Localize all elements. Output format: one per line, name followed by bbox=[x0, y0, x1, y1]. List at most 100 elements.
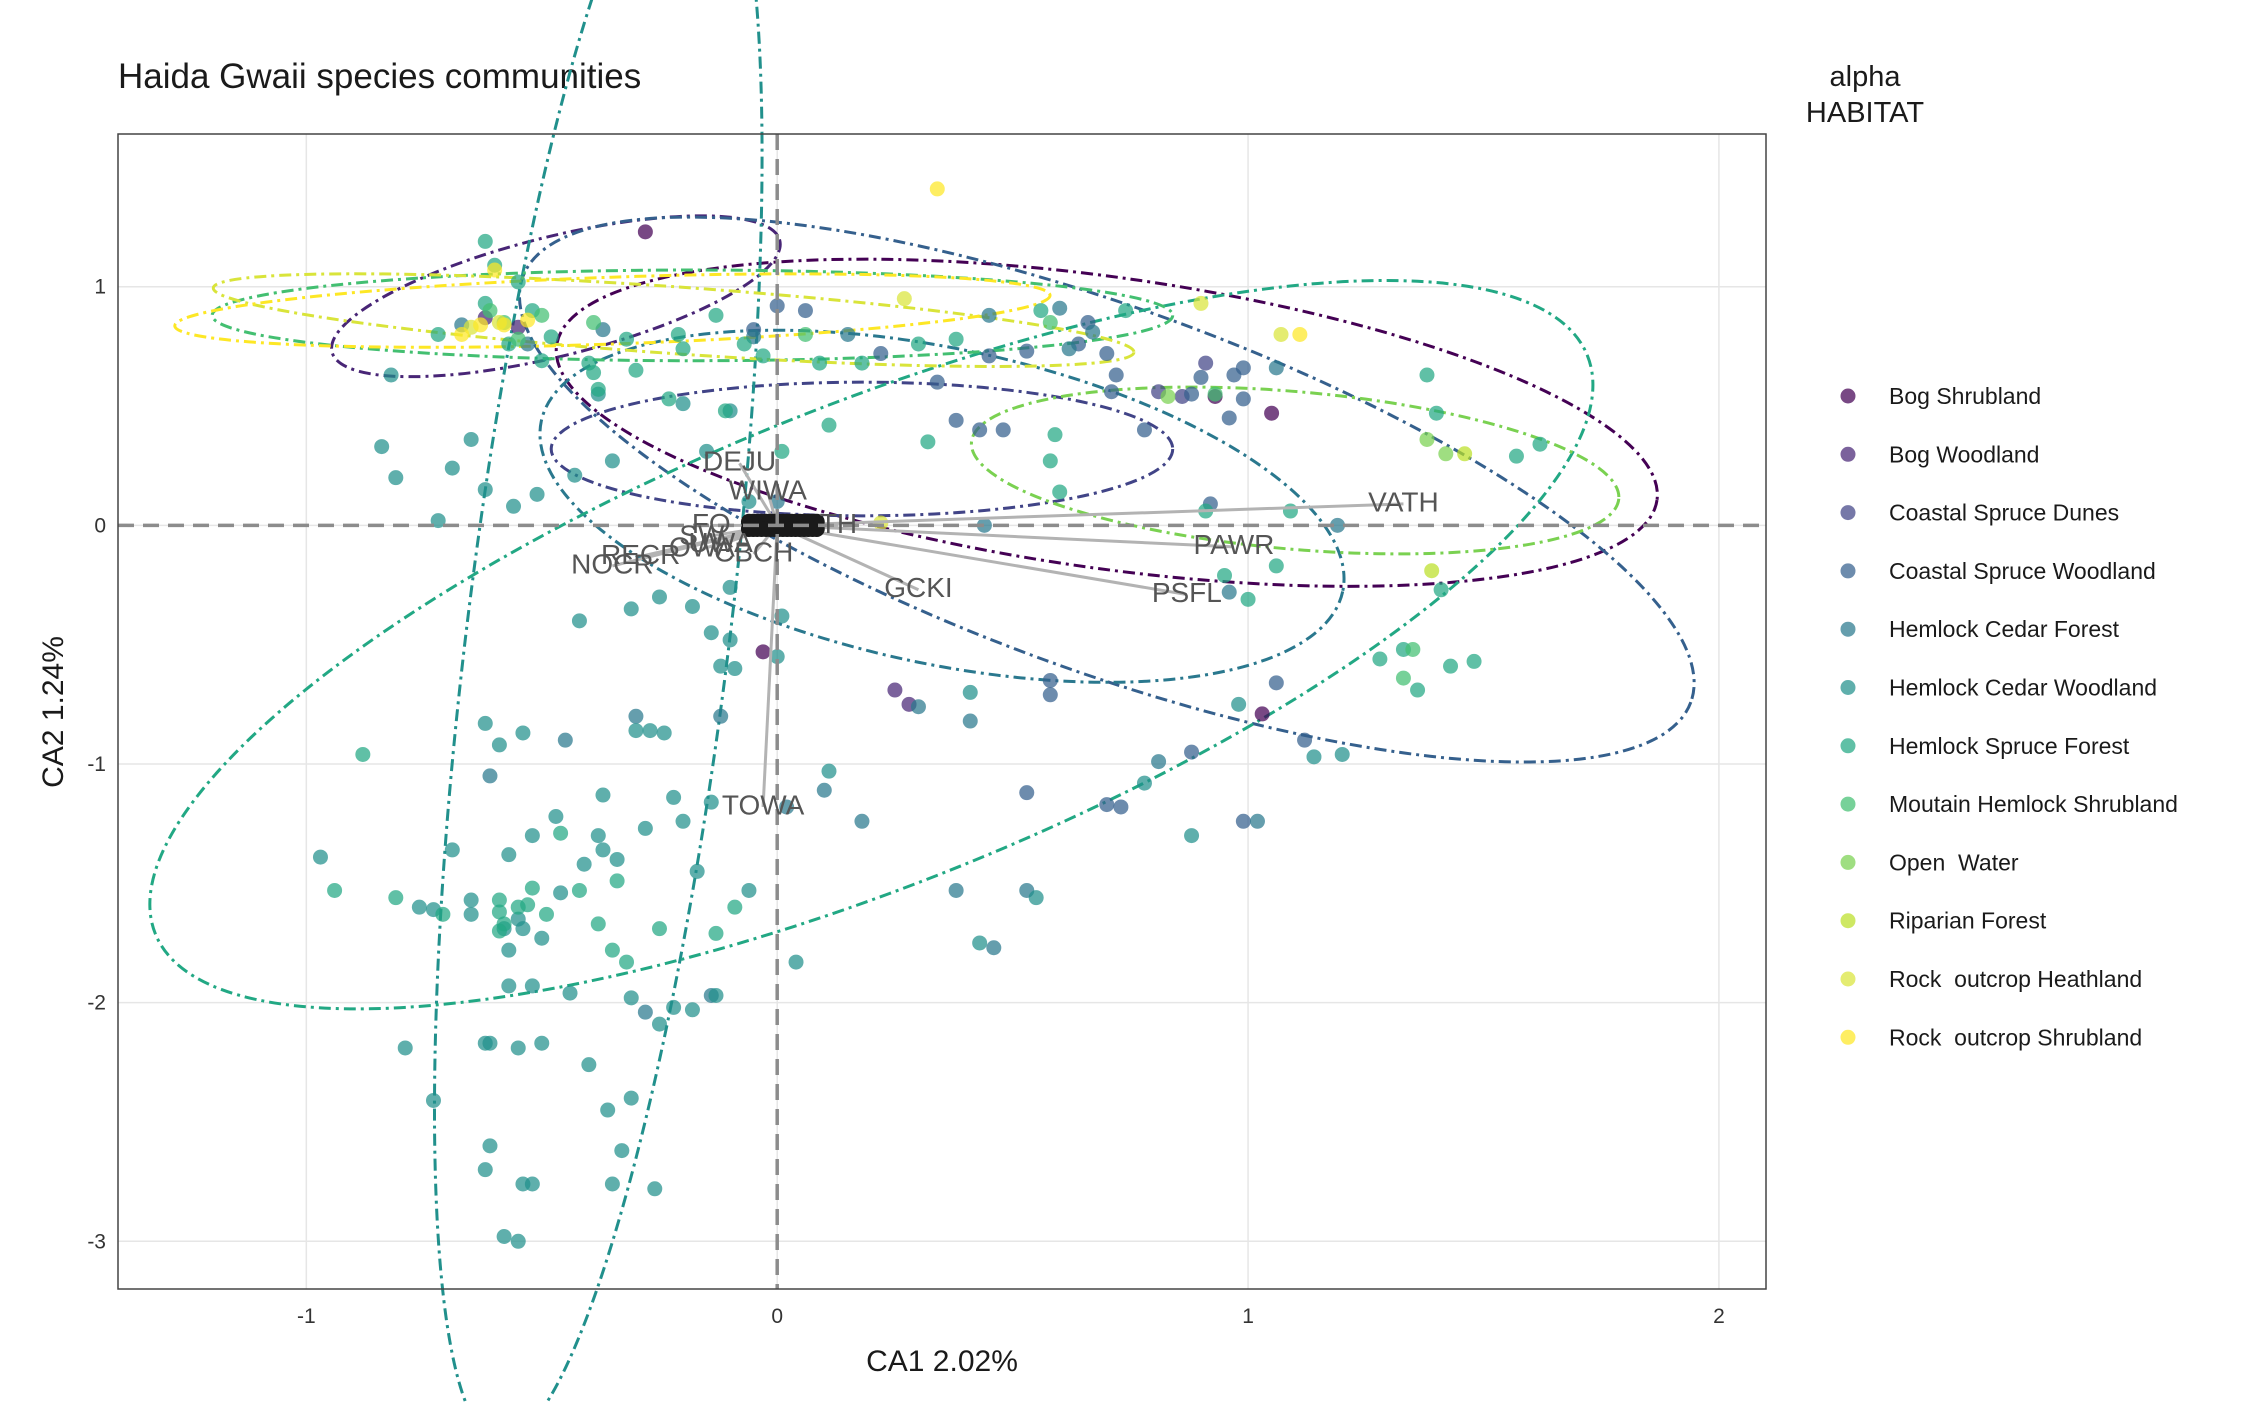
point-hemlock-cedar-forest bbox=[713, 708, 729, 724]
point-hemlock-cedar-forest bbox=[779, 799, 795, 815]
point-hemlock-cedar-forest bbox=[910, 699, 926, 715]
point-hemlock-spruce-forest bbox=[586, 365, 602, 381]
point-hemlock-cedar-woodland bbox=[496, 1229, 512, 1244]
point-hemlock-cedar-woodland bbox=[515, 921, 531, 937]
legend-swatch-bog-woodland bbox=[1840, 446, 1856, 462]
point-hemlock-cedar-forest bbox=[557, 732, 573, 748]
species-label-psfl: PSFL bbox=[1152, 577, 1222, 608]
point-hemlock-spruce-forest bbox=[1052, 484, 1068, 500]
reference-lines bbox=[118, 134, 1766, 1289]
point-hemlock-cedar-woodland bbox=[383, 367, 399, 383]
point-coastal-spruce-woodland bbox=[1099, 346, 1115, 362]
legend-title-habitat: HABITAT bbox=[1806, 97, 1924, 129]
point-hemlock-cedar-woodland bbox=[1334, 746, 1350, 762]
point-hemlock-cedar-woodland bbox=[571, 613, 587, 629]
point-hemlock-cedar-woodland bbox=[722, 579, 738, 595]
point-hemlock-spruce-forest bbox=[534, 353, 550, 369]
point-hemlock-cedar-woodland bbox=[491, 737, 507, 753]
point-hemlock-spruce-forest bbox=[609, 873, 625, 889]
point-coastal-spruce-woodland bbox=[1184, 386, 1200, 402]
point-hemlock-spruce-forest bbox=[1118, 303, 1134, 319]
point-hemlock-cedar-woodland bbox=[590, 828, 606, 844]
point-rock-outcrop-shrubland bbox=[520, 312, 536, 328]
point-hemlock-cedar-woodland bbox=[501, 847, 517, 863]
point-hemlock-cedar-woodland bbox=[741, 494, 757, 509]
legend-swatch-hemlock-cedar-forest bbox=[1840, 621, 1856, 637]
legend-swatch-hemlock-spruce-forest bbox=[1840, 738, 1856, 754]
point-hemlock-spruce-forest bbox=[661, 391, 677, 407]
point-hemlock-spruce-forest bbox=[1217, 567, 1233, 583]
species-label-sw: SW bbox=[679, 520, 725, 551]
species-label-th: TH bbox=[820, 508, 857, 539]
point-hemlock-cedar-woodland bbox=[444, 460, 460, 476]
species-label-pawr: PAWR bbox=[1193, 529, 1274, 560]
point-moutain-hemlock-shrubland bbox=[482, 303, 498, 319]
ellipse-bog-woodland bbox=[330, 214, 782, 379]
point-hemlock-spruce-forest bbox=[590, 916, 606, 932]
point-hemlock-spruce-forest bbox=[1433, 582, 1449, 598]
point-coastal-spruce-woodland bbox=[1042, 672, 1058, 688]
point-hemlock-cedar-woodland bbox=[312, 849, 328, 865]
point-hemlock-cedar-woodland bbox=[477, 1162, 493, 1178]
point-rock-outcrop-shrubland bbox=[487, 262, 503, 278]
axis-ticks: -1 0 1 2 -3 -2 -1 0 1 bbox=[87, 276, 1724, 1328]
legend-label-bog-shrubland: Bog Shrubland bbox=[1889, 383, 2041, 409]
point-hemlock-spruce-forest bbox=[604, 942, 620, 958]
point-hemlock-cedar-woodland bbox=[374, 439, 390, 455]
point-hemlock-cedar-forest bbox=[962, 713, 978, 729]
point-hemlock-cedar-woodland bbox=[604, 1176, 620, 1192]
point-coastal-spruce-woodland bbox=[1268, 675, 1284, 691]
point-hemlock-cedar-woodland bbox=[623, 1090, 639, 1106]
legend-label-rock-outcrop-shrubland: Rock outcrop Shrubland bbox=[1889, 1024, 2142, 1050]
point-hemlock-spruce-forest bbox=[948, 331, 964, 347]
point-hemlock-spruce-forest bbox=[619, 331, 635, 347]
point-hemlock-cedar-woodland bbox=[463, 892, 479, 908]
point-hemlock-cedar-woodland bbox=[788, 954, 804, 970]
point-hemlock-cedar-woodland bbox=[576, 856, 592, 872]
x-axis-title: CA1 2.02% bbox=[866, 1345, 1018, 1378]
point-rock-outcrop-heathland bbox=[896, 291, 912, 307]
y-tick-label: -2 bbox=[87, 992, 106, 1015]
point-hemlock-cedar-forest bbox=[854, 813, 870, 829]
point-hemlock-cedar-forest bbox=[986, 940, 1002, 956]
point-coastal-spruce-woodland bbox=[1297, 732, 1313, 748]
ellipse-rock-outcrop-shrubland bbox=[173, 272, 1052, 349]
ellipse-hemlock-cedar-woodland bbox=[432, 0, 764, 1404]
x-tick-label: 2 bbox=[1713, 1305, 1725, 1328]
point-hemlock-cedar-woodland bbox=[684, 599, 700, 614]
point-hemlock-cedar-woodland bbox=[595, 842, 611, 858]
y-tick-label: 0 bbox=[94, 514, 106, 537]
point-hemlock-cedar-forest bbox=[1061, 341, 1077, 357]
point-hemlock-spruce-forest bbox=[1508, 448, 1524, 464]
point-hemlock-cedar-woodland bbox=[524, 978, 540, 994]
species-label-vath: VATH bbox=[1368, 486, 1439, 517]
point-bog-shrubland bbox=[1254, 706, 1270, 722]
point-coastal-spruce-woodland bbox=[1136, 422, 1152, 438]
legend-label-rock-outcrop-heathland: Rock outcrop Heathland bbox=[1889, 966, 2142, 992]
point-hemlock-spruce-forest bbox=[1443, 658, 1459, 674]
legend-label-hemlock-cedar-woodland: Hemlock Cedar Woodland bbox=[1889, 675, 2157, 701]
y-tick-label: -3 bbox=[87, 1230, 106, 1253]
point-coastal-spruce-woodland bbox=[1019, 785, 1035, 801]
species-label-recr: RECR bbox=[601, 539, 680, 570]
point-hemlock-spruce-forest bbox=[1047, 427, 1063, 443]
point-moutain-hemlock-shrubland bbox=[1042, 315, 1058, 331]
point-hemlock-cedar-woodland bbox=[651, 1016, 667, 1032]
point-coastal-spruce-woodland bbox=[1108, 367, 1124, 383]
legend-swatch-riparian-forest bbox=[1840, 913, 1856, 929]
point-bog-shrubland bbox=[1264, 405, 1280, 421]
point-hemlock-cedar-forest bbox=[981, 307, 997, 323]
point-hemlock-cedar-forest bbox=[840, 326, 856, 342]
point-bog-shrubland bbox=[755, 644, 771, 660]
point-moutain-hemlock-shrubland bbox=[510, 331, 526, 347]
ellipse-rock-outcrop-heathland bbox=[211, 272, 1136, 368]
chart-title: Haida Gwaii species communities bbox=[118, 57, 641, 96]
point-hemlock-cedar-woodland bbox=[1136, 775, 1152, 791]
point-hemlock-cedar-woodland bbox=[609, 851, 625, 867]
point-coastal-spruce-woodland bbox=[1113, 799, 1129, 815]
legend-label-coastal-spruce-dunes: Coastal Spruce Dunes bbox=[1889, 500, 2119, 526]
point-hemlock-cedar-woodland bbox=[510, 1040, 526, 1056]
point-coastal-spruce-woodland bbox=[797, 303, 813, 319]
point-moutain-hemlock-shrubland bbox=[534, 307, 550, 323]
point-rock-outcrop-shrubland bbox=[454, 326, 470, 342]
